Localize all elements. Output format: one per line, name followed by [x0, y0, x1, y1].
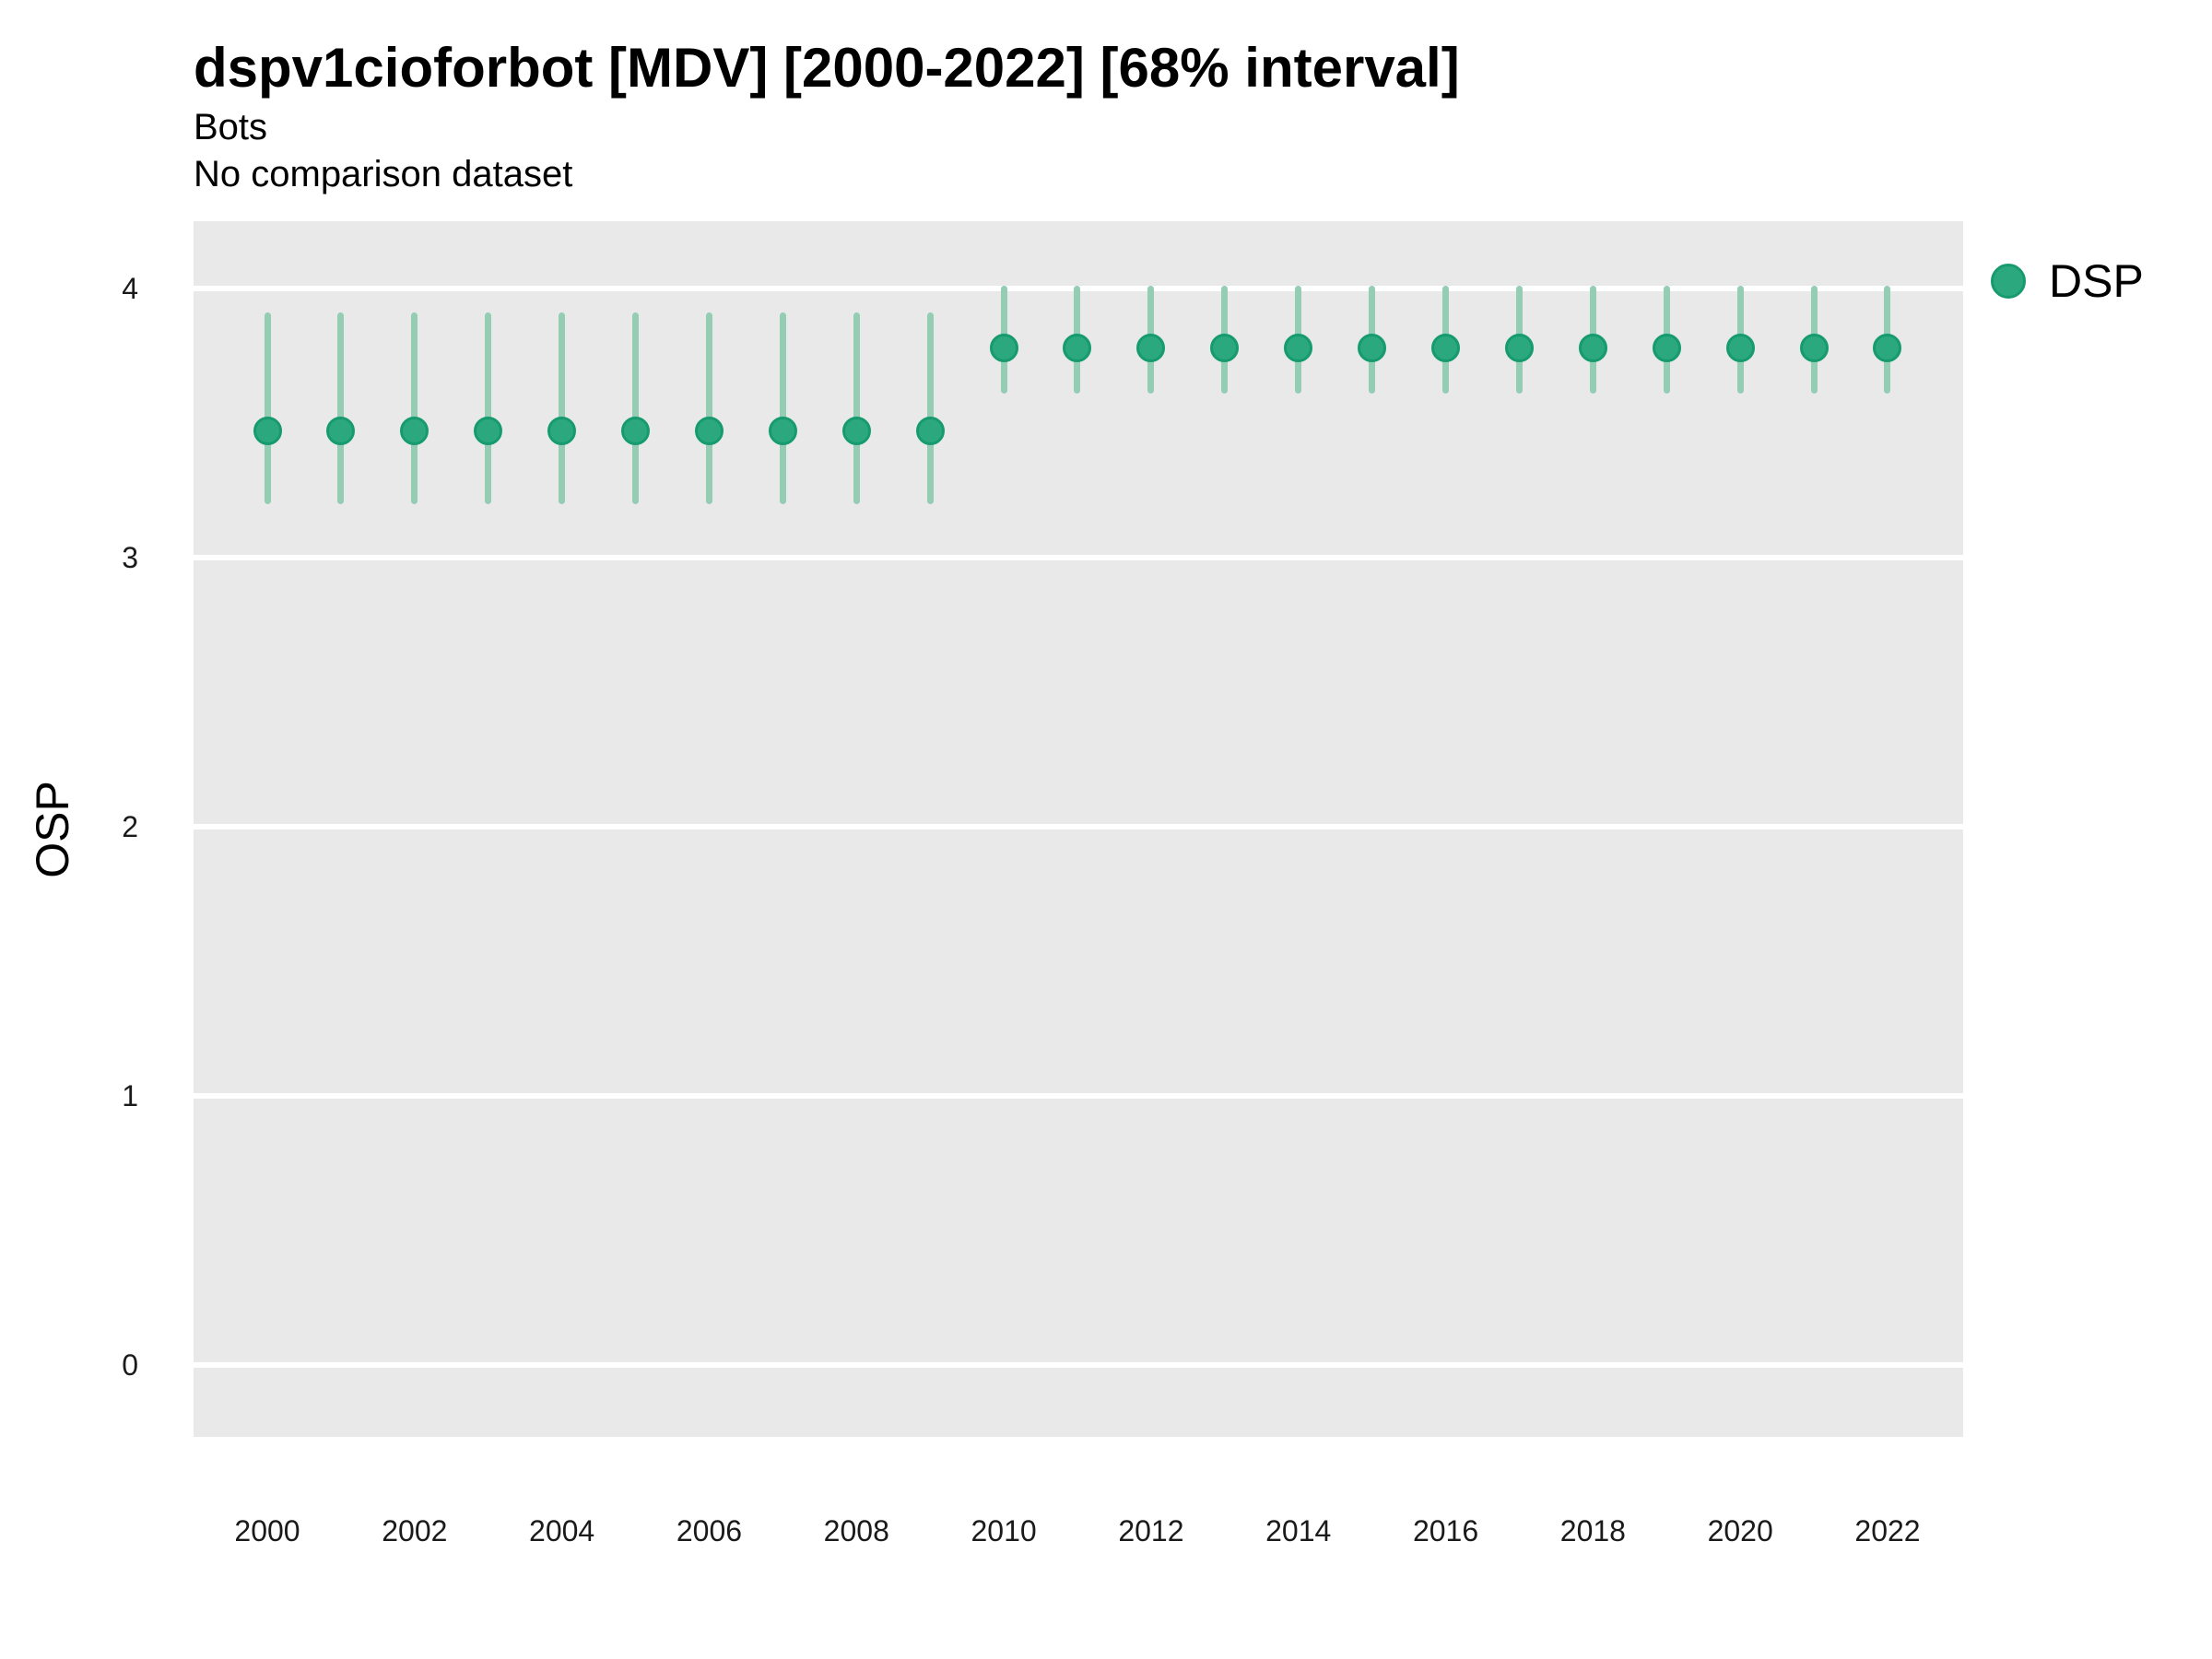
point-2013: [1210, 333, 1240, 362]
interval-bar-2004: [559, 312, 566, 504]
y-tick-3: 3: [122, 541, 138, 574]
point-2009: [915, 417, 945, 446]
y-tick-0: 0: [122, 1348, 138, 1382]
x-tick-2004: 2004: [529, 1514, 595, 1547]
point-2003: [474, 417, 503, 446]
interval-bar-2008: [853, 312, 860, 504]
interval-bar-2005: [632, 312, 640, 504]
point-2016: [1431, 333, 1461, 362]
point-2002: [400, 417, 429, 446]
point-2007: [768, 417, 797, 446]
legend-point-icon: [1991, 264, 2026, 299]
point-2010: [989, 333, 1018, 362]
interval-bar-2001: [337, 312, 345, 504]
x-tick-2006: 2006: [676, 1514, 743, 1547]
gridline-y-2: [194, 824, 1963, 830]
point-2019: [1652, 333, 1681, 362]
x-tick-2000: 2000: [234, 1514, 300, 1547]
x-tick-2010: 2010: [971, 1514, 1037, 1547]
point-2021: [1799, 333, 1829, 362]
point-2004: [547, 417, 577, 446]
gridline-y-1: [194, 1093, 1963, 1099]
y-tick-1: 1: [122, 1079, 138, 1112]
x-tick-2022: 2022: [1854, 1514, 1921, 1547]
interval-bar-2007: [779, 312, 786, 504]
gridline-y-0: [194, 1362, 1963, 1368]
interval-bar-2000: [264, 312, 271, 504]
point-2005: [621, 417, 651, 446]
interval-bar-2006: [705, 312, 712, 504]
point-2017: [1504, 333, 1534, 362]
x-tick-2018: 2018: [1559, 1514, 1626, 1547]
point-2012: [1136, 333, 1166, 362]
interval-bar-2002: [411, 312, 418, 504]
interval-bar-2009: [926, 312, 934, 504]
x-tick-2002: 2002: [382, 1514, 448, 1547]
plot-panel: [194, 221, 1963, 1437]
legend-label: DSP: [2049, 255, 2144, 307]
point-2000: [253, 417, 282, 446]
point-2006: [694, 417, 724, 446]
point-2014: [1284, 333, 1313, 362]
point-2001: [326, 417, 356, 446]
point-2018: [1578, 333, 1607, 362]
x-tick-2008: 2008: [823, 1514, 889, 1547]
point-2022: [1873, 333, 1902, 362]
point-2020: [1725, 333, 1755, 362]
y-tick-2: 2: [122, 810, 138, 843]
x-tick-2020: 2020: [1707, 1514, 1773, 1547]
comparison-note: No comparison dataset: [194, 154, 573, 194]
point-2011: [1063, 333, 1092, 362]
interval-bar-2003: [485, 312, 492, 504]
gridline-y-3: [194, 555, 1963, 560]
legend: DSP: [1991, 254, 2144, 308]
x-tick-2014: 2014: [1265, 1514, 1332, 1547]
x-tick-2012: 2012: [1118, 1514, 1184, 1547]
x-tick-2016: 2016: [1412, 1514, 1479, 1547]
point-2008: [841, 417, 871, 446]
point-2015: [1358, 333, 1387, 362]
y-tick-4: 4: [122, 272, 138, 305]
chart-subtitle: Bots: [194, 107, 268, 147]
chart-title: dspv1cioforbot [MDV] [2000-2022] [68% in…: [194, 37, 1460, 99]
